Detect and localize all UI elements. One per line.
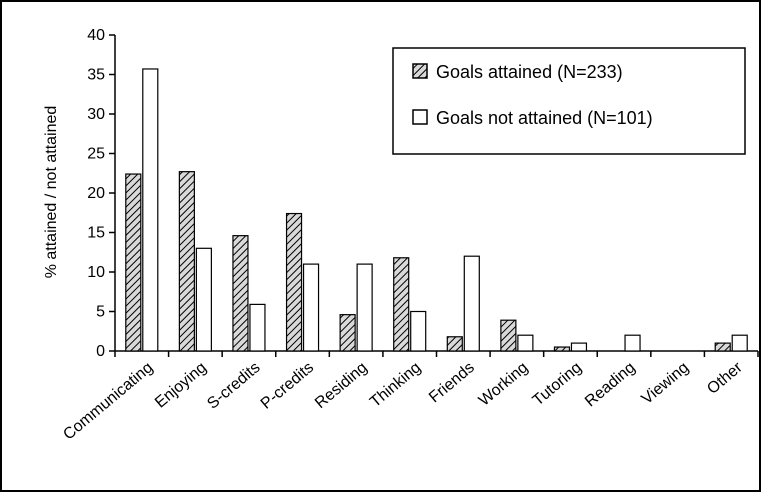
- bar-not-attained: [570, 342, 588, 352]
- bar-not-attained: [624, 334, 641, 352]
- y-tick-label: 25: [87, 146, 105, 163]
- bars-group: [125, 68, 748, 352]
- y-tick-label: 15: [87, 225, 105, 242]
- legend: Goals attained (N=233) Goals not attaine…: [392, 47, 746, 155]
- legend-swatch-not-attained: [412, 109, 428, 125]
- bar-not-attained: [731, 334, 748, 352]
- y-tick-label: 0: [96, 343, 105, 360]
- bar-attained: [232, 235, 249, 352]
- bar-attained: [339, 314, 356, 352]
- bar-not-attained: [517, 334, 534, 352]
- bar-attained: [125, 173, 142, 352]
- legend-label-attained: Goals attained (N=233): [436, 62, 623, 82]
- bar-attained: [714, 342, 731, 352]
- y-tick-label: 40: [87, 27, 105, 44]
- bar-attained: [393, 257, 410, 352]
- y-axis-title: % attained / not attained: [43, 106, 60, 279]
- legend-swatch-attained: [412, 63, 428, 79]
- axes: [109, 34, 759, 357]
- bar-attained: [178, 171, 195, 352]
- bar-not-attained: [356, 263, 373, 352]
- y-tick-label: 20: [87, 185, 105, 202]
- bar-not-attained: [195, 247, 212, 352]
- bar-not-attained: [302, 263, 320, 352]
- y-tick-label: 10: [87, 264, 105, 281]
- bar-attained: [446, 336, 463, 352]
- y-tick-label: 5: [96, 304, 105, 321]
- bar-not-attained: [142, 68, 159, 352]
- legend-box: [392, 47, 746, 155]
- y-tick-label: 30: [87, 106, 105, 123]
- bar-not-attained: [249, 303, 266, 352]
- bar-not-attained: [463, 255, 480, 352]
- bar-attained: [553, 346, 571, 352]
- bar-attained: [500, 319, 517, 352]
- bar-attained: [285, 212, 303, 352]
- bar-not-attained: [410, 310, 427, 352]
- legend-label-not-attained: Goals not attained (N=101): [436, 108, 653, 128]
- y-tick-label: 35: [87, 67, 105, 84]
